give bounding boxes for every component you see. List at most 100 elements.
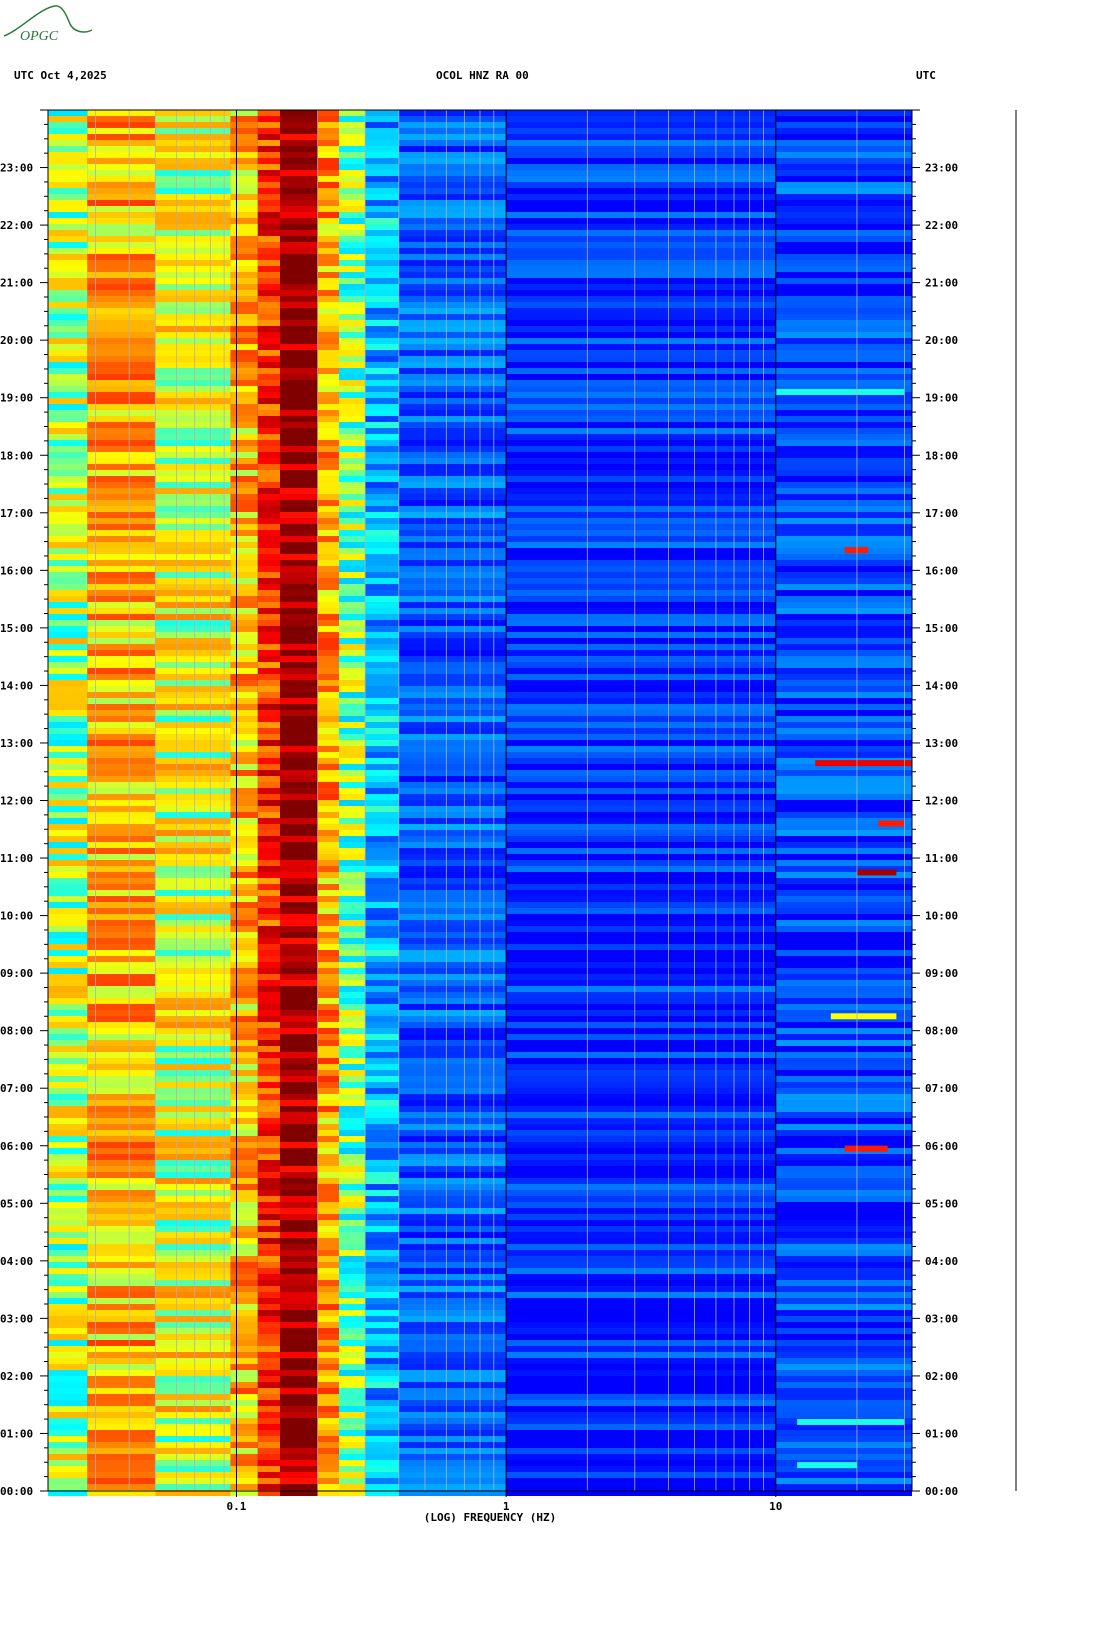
spectrum-cell bbox=[155, 1082, 231, 1088]
spectrum-cell bbox=[48, 716, 88, 722]
spectrum-cell bbox=[48, 644, 88, 650]
spectrum-cell bbox=[230, 1286, 258, 1292]
spectrum-cell bbox=[155, 1382, 231, 1388]
y-tick-label-left: 09:00 bbox=[0, 967, 33, 980]
spectrum-cell bbox=[365, 512, 399, 518]
spectrum-cell bbox=[775, 620, 912, 626]
spectrum-cell bbox=[775, 1244, 912, 1250]
spectrum-cell bbox=[365, 1328, 399, 1334]
spectrum-cell bbox=[775, 326, 912, 332]
spectrum-cell bbox=[257, 1274, 280, 1280]
spectrum-cell bbox=[87, 278, 156, 284]
spectrum-cell bbox=[230, 1466, 258, 1472]
spectrum-cell bbox=[48, 1142, 88, 1148]
spectrum-cell bbox=[257, 644, 280, 650]
spectrum-cell bbox=[775, 602, 912, 608]
spectrum-cell bbox=[775, 1196, 912, 1202]
spectrum-cell bbox=[279, 248, 318, 254]
spectrum-cell bbox=[339, 926, 366, 932]
spectrum-cell bbox=[339, 530, 366, 536]
spectrum-cell bbox=[339, 656, 366, 662]
spectrum-cell bbox=[48, 1364, 88, 1370]
spectrum-cell bbox=[230, 740, 258, 746]
spectrum-cell bbox=[257, 1484, 280, 1490]
spectrum-cell bbox=[279, 266, 318, 272]
spectrum-cell bbox=[48, 1262, 88, 1268]
spectrum-cell bbox=[317, 938, 340, 944]
spectrum-cell bbox=[257, 674, 280, 680]
spectrum-cell bbox=[87, 482, 156, 488]
spectrum-cell bbox=[87, 824, 156, 830]
spectrum-cell bbox=[339, 1136, 366, 1142]
spectrum-cell bbox=[506, 1004, 776, 1010]
spectrum-cell bbox=[506, 1172, 776, 1178]
spectrum-cell bbox=[506, 1106, 776, 1112]
spectrum-cell bbox=[398, 1010, 507, 1016]
spectrum-cell bbox=[775, 914, 912, 920]
spectrum-cell bbox=[365, 344, 399, 350]
spectrum-cell bbox=[775, 812, 912, 818]
spectrum-cell bbox=[155, 986, 231, 992]
spectrum-cell bbox=[155, 1250, 231, 1256]
spectrum-cell bbox=[317, 1076, 340, 1082]
spectrum-cell bbox=[87, 1034, 156, 1040]
spectrum-cell bbox=[257, 1382, 280, 1388]
spectrum-cell bbox=[365, 674, 399, 680]
spectrum-cell bbox=[365, 320, 399, 326]
spectrum-cell bbox=[775, 614, 912, 620]
spectrum-cell bbox=[48, 764, 88, 770]
spectrum-cell bbox=[87, 272, 156, 278]
spectrum-cell bbox=[155, 1226, 231, 1232]
spectrum-cell bbox=[279, 242, 318, 248]
spectrum-cell bbox=[506, 1400, 776, 1406]
spectrum-cell bbox=[279, 1400, 318, 1406]
spectrum-cell bbox=[257, 500, 280, 506]
spectrum-cell bbox=[87, 1196, 156, 1202]
spectrum-cell bbox=[365, 626, 399, 632]
spectrum-cell bbox=[155, 1388, 231, 1394]
spectrum-cell bbox=[317, 1382, 340, 1388]
spectrum-cell bbox=[775, 1340, 912, 1346]
spectrum-cell bbox=[155, 1376, 231, 1382]
spectrum-cell bbox=[506, 1256, 776, 1262]
spectrum-cell bbox=[398, 1202, 507, 1208]
spectrum-cell bbox=[775, 422, 912, 428]
spectrum-cell bbox=[775, 1076, 912, 1082]
spectrum-cell bbox=[339, 608, 366, 614]
spectrum-cell bbox=[87, 164, 156, 170]
spectrum-cell bbox=[279, 728, 318, 734]
spectrum-cell bbox=[279, 920, 318, 926]
spectrum-cell bbox=[506, 176, 776, 182]
spectrum-cell bbox=[339, 692, 366, 698]
spectrum-cell bbox=[155, 386, 231, 392]
spectrum-cell bbox=[155, 1178, 231, 1184]
spectrum-cell bbox=[230, 398, 258, 404]
spectrum-cell bbox=[48, 1472, 88, 1478]
spectrum-cell bbox=[279, 440, 318, 446]
spectrum-cell bbox=[398, 1208, 507, 1214]
spectrum-cell bbox=[339, 1130, 366, 1136]
spectrum-cell bbox=[155, 122, 231, 128]
spectrum-cell bbox=[279, 1040, 318, 1046]
spectrum-cell bbox=[775, 866, 912, 872]
spectrum-cell bbox=[339, 1382, 366, 1388]
spectrum-cell bbox=[365, 722, 399, 728]
spectrum-cell bbox=[230, 344, 258, 350]
spectrum-cell bbox=[279, 734, 318, 740]
spectrum-cell bbox=[398, 1154, 507, 1160]
spectrum-cell bbox=[506, 320, 776, 326]
spectrum-cell bbox=[48, 758, 88, 764]
spectrum-cell bbox=[87, 1442, 156, 1448]
spectrum-cell bbox=[365, 1100, 399, 1106]
spectrum-cell bbox=[87, 650, 156, 656]
spectrum-cell bbox=[279, 848, 318, 854]
spectrum-cell bbox=[339, 362, 366, 368]
spectrum-cell bbox=[230, 464, 258, 470]
spectrum-cell bbox=[365, 224, 399, 230]
spectrum-cell bbox=[279, 1016, 318, 1022]
spectrum-cell bbox=[317, 338, 340, 344]
spectrum-cell bbox=[398, 1106, 507, 1112]
spectrum-cell bbox=[365, 1178, 399, 1184]
spectrum-cell bbox=[339, 776, 366, 782]
